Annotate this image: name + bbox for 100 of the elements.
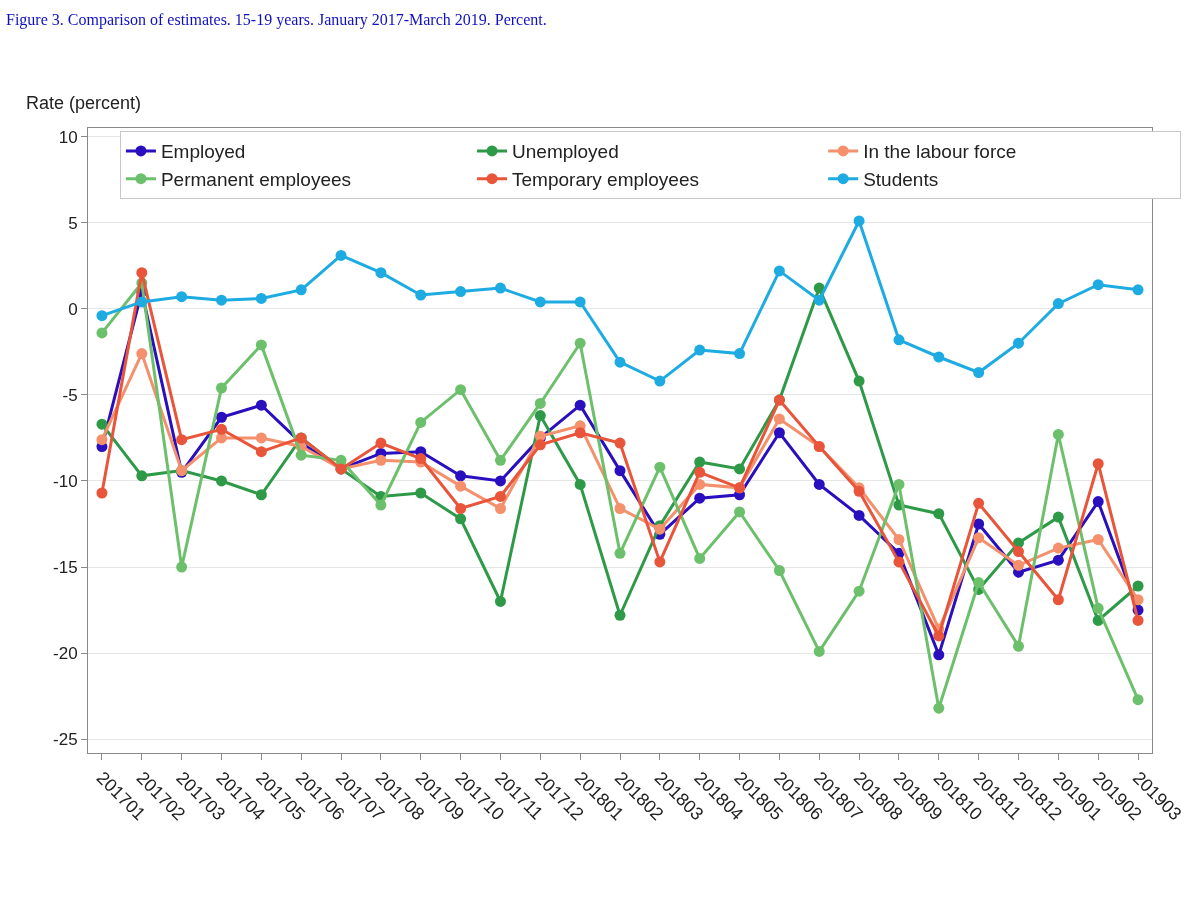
point (893, 534, 905, 545)
point (255, 432, 267, 444)
point (375, 454, 387, 466)
point (1013, 559, 1024, 571)
y-tick-label: -25 (53, 730, 78, 750)
point (375, 267, 387, 279)
point (933, 351, 945, 363)
point (96, 487, 108, 499)
point (853, 215, 865, 227)
point (534, 410, 546, 422)
point (654, 375, 666, 387)
point (853, 585, 865, 597)
point (1092, 534, 1104, 545)
point (534, 439, 546, 451)
point (455, 470, 467, 482)
point (574, 296, 586, 308)
point (1132, 694, 1144, 706)
point (734, 463, 746, 475)
point (1052, 554, 1064, 566)
legend-label: Unemployed (512, 141, 619, 163)
point (973, 518, 985, 530)
point (1052, 298, 1064, 310)
point (375, 437, 387, 449)
point (494, 490, 506, 502)
point (1132, 614, 1144, 626)
point (1052, 511, 1064, 523)
legend-label: Employed (160, 141, 246, 163)
point (216, 294, 227, 306)
point (574, 399, 586, 411)
point (614, 356, 626, 368)
point (216, 411, 227, 423)
point (1013, 337, 1024, 349)
chart-title: Figure 3. Comparison of estimates. 15-19 years. January 2017-March 2019. Percent. (6, 10, 547, 29)
point (853, 375, 865, 387)
point (1052, 542, 1064, 554)
point (136, 348, 148, 360)
point (973, 366, 985, 378)
point (694, 466, 706, 478)
point (96, 434, 108, 446)
point (176, 291, 188, 303)
point (1092, 458, 1104, 470)
point (694, 456, 706, 468)
point (96, 327, 108, 339)
point (773, 564, 785, 576)
point (335, 249, 347, 261)
point (853, 509, 865, 521)
point (694, 552, 706, 564)
y-tick-label: 0 (68, 299, 78, 319)
y-axis-title: Rate (percent) (26, 93, 142, 113)
point (136, 296, 148, 308)
point (1132, 284, 1144, 296)
point (455, 480, 467, 492)
point (415, 289, 427, 301)
point (1052, 594, 1064, 606)
point (893, 334, 905, 346)
point (216, 423, 227, 435)
legend-label: Students (863, 169, 939, 191)
point (136, 470, 148, 482)
point (694, 344, 706, 356)
legend-label: In the labour force (863, 141, 1017, 163)
point (96, 310, 108, 322)
point (494, 595, 506, 607)
point (255, 446, 267, 458)
y-tick-label: -10 (53, 471, 78, 491)
point (455, 286, 467, 298)
point (614, 437, 626, 449)
point (614, 465, 626, 477)
point (614, 609, 626, 621)
point (494, 454, 506, 466)
point (255, 339, 267, 351)
point (455, 503, 467, 515)
point (614, 503, 626, 515)
point (933, 702, 945, 714)
point (574, 337, 586, 349)
point (574, 478, 586, 490)
point (494, 282, 506, 294)
point (933, 630, 945, 642)
point (654, 461, 666, 473)
point (415, 487, 427, 499)
point (773, 413, 785, 425)
point (534, 397, 546, 409)
point (973, 497, 985, 509)
point (893, 556, 905, 568)
point (255, 489, 267, 501)
point (1013, 640, 1024, 652)
point (1092, 279, 1104, 291)
legend-label: Temporary employees (512, 169, 699, 191)
point (96, 418, 108, 430)
point (494, 503, 506, 515)
point (255, 399, 267, 411)
point (933, 508, 945, 520)
point (574, 427, 586, 439)
point (494, 475, 506, 487)
y-tick-label: -15 (53, 558, 78, 577)
point (614, 547, 626, 559)
point (534, 296, 546, 308)
point (773, 427, 785, 439)
point (734, 506, 746, 518)
point (973, 577, 985, 589)
point (255, 292, 267, 304)
